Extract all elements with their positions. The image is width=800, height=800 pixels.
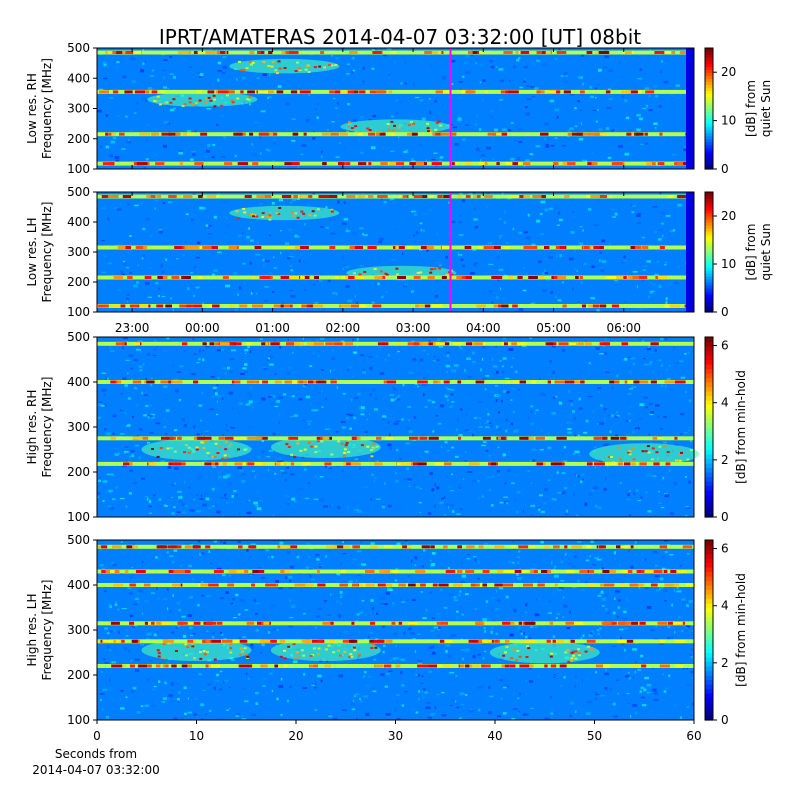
y-axis-label: High res. RH: [25, 390, 39, 465]
x-tick-label: 23:00: [115, 321, 150, 335]
y-tick-label: 200: [67, 275, 90, 289]
colorbar: 0 2 4 6 [dB] from min-hold: [704, 336, 748, 524]
x-tick-label: 01:00: [255, 321, 290, 335]
colorbar-tick-label: 10: [721, 257, 736, 271]
x-tick-label: 40: [487, 729, 502, 743]
heatmap: [97, 337, 700, 517]
x-tick-label: 20: [288, 729, 303, 743]
x-tick-label: 04:00: [466, 321, 501, 335]
y-axis-label: Low res. RH: [25, 73, 39, 144]
y-tick-label: 100: [67, 510, 90, 524]
colorbar-tick-label: 20: [721, 209, 736, 223]
y-tick-label: 400: [67, 578, 90, 592]
colorbar-tick-label: 0: [721, 510, 729, 524]
y-axis-label: Frequency [MHz]: [40, 202, 54, 303]
x-tick-label: 06:00: [606, 321, 641, 335]
x-tick-label: 60: [686, 729, 701, 743]
colorbar-tick-label: 2: [721, 656, 729, 670]
y-tick-label: 300: [67, 623, 90, 637]
y-tick-label: 400: [67, 215, 90, 229]
colorbar: 0 10 20 [dB] from quiet Sun: [704, 191, 773, 319]
x-tick-label: 02:00: [326, 321, 361, 335]
colorbar-tick-label: 0: [721, 713, 729, 727]
colorbar-label: [dB] from min-hold: [734, 573, 748, 687]
y-axis-label: High res. LH: [25, 593, 39, 666]
y-tick-label: 500: [67, 185, 90, 199]
x-tick-label: 03:00: [396, 321, 431, 335]
y-tick-label: 500: [67, 41, 90, 55]
y-axis-label: Frequency [MHz]: [40, 58, 54, 159]
heatmap: [97, 540, 696, 720]
colorbar-label: [dB] from min-hold: [734, 370, 748, 484]
y-tick-label: 400: [67, 71, 90, 85]
colorbar-tick-label: 0: [721, 305, 729, 319]
colorbar-label: [dB] from: [744, 224, 758, 281]
y-tick-label: 400: [67, 375, 90, 389]
colorbar: 0 2 4 6 [dB] from min-hold: [704, 539, 748, 727]
y-tick-label: 200: [67, 132, 90, 146]
colorbar-label: quiet Sun: [759, 80, 773, 137]
y-tick-label: 300: [67, 245, 90, 259]
y-axis-label: Frequency [MHz]: [40, 580, 54, 681]
colorbar-tick-label: 6: [721, 339, 729, 353]
x-tick-label: 00:00: [185, 321, 220, 335]
heatmap: [97, 48, 694, 169]
y-tick-label: 500: [67, 533, 90, 547]
colorbar-tick-label: 6: [721, 542, 729, 556]
y-tick-label: 500: [67, 330, 90, 344]
x-tick-label: 30: [388, 729, 403, 743]
heatmap: [97, 192, 694, 312]
colorbar-label: [dB] from: [744, 80, 758, 137]
x-tick-label: 0: [93, 729, 101, 743]
figure-title: IPRT/AMATERAS 2014-04-07 03:32:00 [UT] 0…: [159, 25, 641, 49]
y-tick-label: 100: [67, 162, 90, 176]
colorbar-tick-label: 10: [721, 114, 736, 128]
y-tick-label: 200: [67, 668, 90, 682]
x-axis-label: Seconds from: [55, 747, 137, 761]
x-axis-label: 2014-04-07 03:32:00: [32, 763, 159, 777]
y-tick-label: 300: [67, 102, 90, 116]
y-tick-label: 300: [67, 420, 90, 434]
x-tick-label: 05:00: [536, 321, 571, 335]
panel-3: 100 200 300 400 500 High res. RH Frequency [MH…: [25, 330, 748, 524]
y-tick-label: 100: [67, 305, 90, 319]
colorbar-tick-label: 20: [721, 65, 736, 79]
colorbar-label: quiet Sun: [759, 223, 773, 280]
colorbar-tick-label: 0: [721, 162, 729, 176]
x-tick-label: 10: [189, 729, 204, 743]
y-axis-label: Frequency [MHz]: [40, 377, 54, 478]
y-tick-label: 100: [67, 713, 90, 727]
colorbar: 0 10 20 [dB] from quiet Sun: [704, 47, 773, 176]
y-axis-label: Low res. LH: [25, 217, 39, 286]
colorbar-tick-label: 4: [721, 599, 729, 613]
y-tick-label: 200: [67, 465, 90, 479]
x-tick-label: 50: [587, 729, 602, 743]
colorbar-tick-label: 4: [721, 396, 729, 410]
colorbar-tick-label: 2: [721, 453, 729, 467]
